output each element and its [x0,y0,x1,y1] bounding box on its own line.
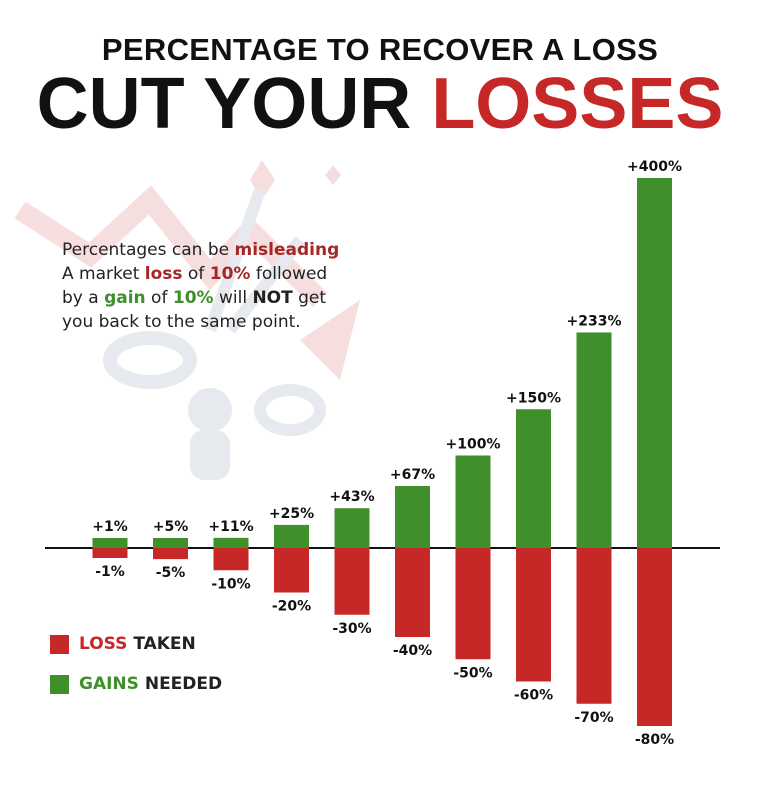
legend-gain-swatch [50,674,69,694]
gain-data-label: +43% [329,489,374,505]
note-emphasis: gain [104,288,146,308]
note-text: by a [62,288,105,308]
legend-loss-swatch [50,634,69,654]
title-part-black: CUT YOUR [36,64,432,144]
note-line-4: you back to the same point. [62,312,301,332]
gain-bar [576,332,612,548]
gain-data-label: +67% [390,467,435,483]
loss-data-label: -70% [574,710,613,726]
loss-data-label: -5% [156,565,186,581]
gain-data-label: +11% [208,519,253,535]
gain-bar [153,538,188,548]
legend-loss-label: LOSS TAKEN [79,634,196,654]
gain-data-label: +150% [506,390,561,406]
note-text: Percentages can be [62,240,235,260]
note-text: A market [62,264,145,284]
loss-bar [92,548,128,558]
loss-bar [637,548,672,726]
loss-data-label: -80% [635,732,674,748]
loss-data-label: -60% [514,688,553,704]
legend-gains: GAINS NEEDED [50,674,222,694]
legend-gain-label: GAINS NEEDED [79,674,222,694]
chart-subtitle: PERCENTAGE TO RECOVER A LOSS [101,32,659,67]
note-text: of [182,264,210,284]
legend-loss-word: LOSS [79,634,128,654]
note-text: followed [250,264,328,284]
note-emphasis: 10% [209,264,251,284]
note-line-3: by a gain of 10% will NOT get [62,286,339,310]
note-line-1: Percentages can be misleading [62,238,339,262]
explanation-note: Percentages can be misleading A market l… [62,238,339,334]
gain-data-label: +5% [153,519,189,535]
gain-bar [637,178,672,548]
loss-bar [516,548,551,682]
title-part-red: LOSSES [431,64,724,144]
legend-loss: LOSS TAKEN [50,634,196,654]
loss-data-label: -10% [211,576,250,592]
legend-gain-rest: NEEDED [138,674,223,694]
loss-bar [274,548,309,593]
note-emphasis: misleading [234,240,340,260]
gain-bar [455,455,491,548]
note-emphasis: loss [144,264,183,284]
gain-bar [334,508,370,548]
legend-gain-word: GAINS [79,674,139,694]
loss-data-label: -30% [332,621,371,637]
loss-bar [576,548,612,704]
loss-bar [153,548,188,560]
note-emphasis: 10% [172,288,214,308]
note-text: will [213,288,253,308]
loss-data-label: -20% [272,599,311,615]
loss-data-label: -40% [393,643,432,659]
gain-data-label: +25% [269,506,314,522]
loss-data-label: -50% [453,665,492,681]
note-line-2: A market loss of 10% followed [62,262,339,286]
gain-bar [213,537,249,548]
gain-data-label: +233% [567,313,622,329]
gain-bar [516,409,551,548]
gain-data-label: +400% [627,159,682,175]
gain-bar [92,538,128,548]
loss-bar [213,548,249,571]
loss-bar [334,548,370,615]
gain-data-label: +1% [92,519,128,535]
chart-title: CUT YOUR LOSSES [0,64,760,144]
loss-bar [455,548,491,660]
loss-data-label: -1% [95,564,125,580]
note-text: get [292,288,327,308]
legend-loss-rest: TAKEN [127,634,196,654]
gain-data-label: +100% [446,437,501,453]
gain-bar [274,524,309,548]
gain-bar [395,486,430,548]
note-emphasis: NOT [252,288,293,308]
note-text: of [145,288,173,308]
loss-bar [395,548,430,637]
